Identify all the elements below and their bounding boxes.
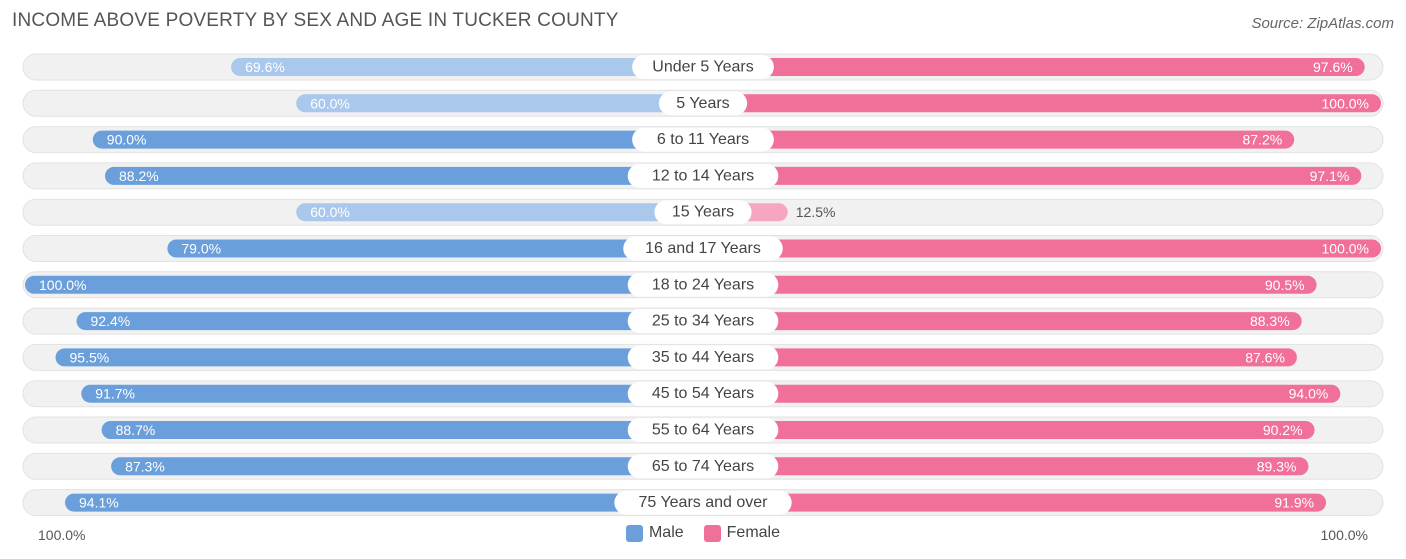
value-label-female: 90.5% [1265,277,1305,293]
category-label: 5 Years [676,95,729,112]
category-pill [658,91,748,116]
value-label-female: 89.3% [1257,458,1297,474]
category-label: 12 to 14 Years [652,167,754,184]
category-pill [627,272,779,297]
category-label: 75 Years and over [639,494,769,511]
category-label: 25 to 34 Years [652,313,754,330]
value-label-female: 12.5% [796,204,836,220]
value-label-male: 88.2% [119,168,159,184]
value-label-female: 97.1% [1310,168,1350,184]
value-label-male: 60.0% [310,204,350,220]
bar-male [231,58,703,76]
bar-female [703,384,1341,403]
bar-female [703,275,1317,294]
category-pill [627,418,779,442]
category-label: 15 Years [672,204,734,221]
value-label-female: 94.0% [1289,386,1329,402]
bar-female [703,130,1295,149]
bar-male [101,421,703,439]
value-label-male: 90.0% [107,132,147,148]
category-pill [627,345,779,370]
category-pill [627,381,779,406]
value-label-female: 91.9% [1274,495,1314,511]
value-label-female: 100.0% [1322,241,1369,257]
axis-label-right: 100.0% [1320,527,1368,543]
value-label-female: 87.6% [1245,349,1285,365]
bar-male [76,312,703,331]
chart-title: INCOME ABOVE POVERTY BY SEX AND AGE IN T… [12,10,619,31]
bar-female [703,312,1302,331]
value-label-male: 95.5% [70,349,110,365]
bar-female [703,166,1362,185]
category-label: 35 to 44 Years [652,349,754,366]
bar-male [296,203,703,222]
value-label-female: 90.2% [1263,422,1303,438]
value-label-male: 92.4% [91,313,131,329]
category-label: 45 to 54 Years [652,385,754,402]
value-label-female: 97.6% [1313,59,1353,75]
category-pill [632,55,774,79]
bar-male [105,166,703,185]
axis-label-left: 100.0% [38,527,86,543]
legend-label-female: Female [726,524,781,541]
bar-female [703,493,1327,512]
category-pill [632,127,774,152]
value-label-male: 79.0% [181,241,221,257]
bar-male [111,457,703,476]
value-label-male: 60.0% [310,95,350,111]
value-label-male: 88.7% [116,422,156,438]
category-pill [614,490,792,515]
category-label: 18 to 24 Years [652,276,754,293]
legend-item-female: Female [703,524,781,542]
bar-female [703,421,1315,439]
category-label: 55 to 64 Years [652,422,754,439]
bar-female [703,58,1365,76]
legend-swatch-male [625,524,643,542]
legend-swatch-female [703,524,721,542]
bar-male [55,348,703,367]
value-label-male: 91.7% [95,386,135,402]
bar-female [703,94,1381,113]
bar-female [703,348,1297,367]
category-pill [627,454,779,479]
category-label: Under 5 Years [652,59,753,76]
value-label-male: 100.0% [39,277,86,293]
bar-male [92,130,704,149]
legend: Male Female [0,524,1406,542]
bar-female [703,457,1309,476]
chart-source: Source: ZipAtlas.com [1251,15,1394,32]
legend-item-male: Male [625,524,684,542]
bar-male [167,239,703,258]
legend-label-male: Male [648,524,684,541]
bar-male [25,275,703,294]
category-pill [654,200,752,225]
diverging-bar-chart: 69.6% 97.6% Under 5 Years 60.0% 100.0% 5 Year… [22,53,1384,517]
bar-male [296,94,703,113]
value-label-female: 87.2% [1243,132,1283,148]
category-label: 6 to 11 Years [657,131,749,148]
bar-female [703,239,1381,258]
value-label-male: 87.3% [125,458,165,474]
category-pill [627,163,779,188]
value-label-female: 88.3% [1250,313,1290,329]
value-label-female: 100.0% [1322,95,1369,111]
value-label-male: 69.6% [245,59,285,75]
category-pill [627,309,779,334]
value-label-male: 94.1% [79,495,119,511]
bar-male [81,384,704,403]
category-label: 16 and 17 Years [645,240,761,257]
bar-male [65,493,703,512]
category-label: 65 to 74 Years [652,458,754,475]
category-pill [623,236,783,261]
